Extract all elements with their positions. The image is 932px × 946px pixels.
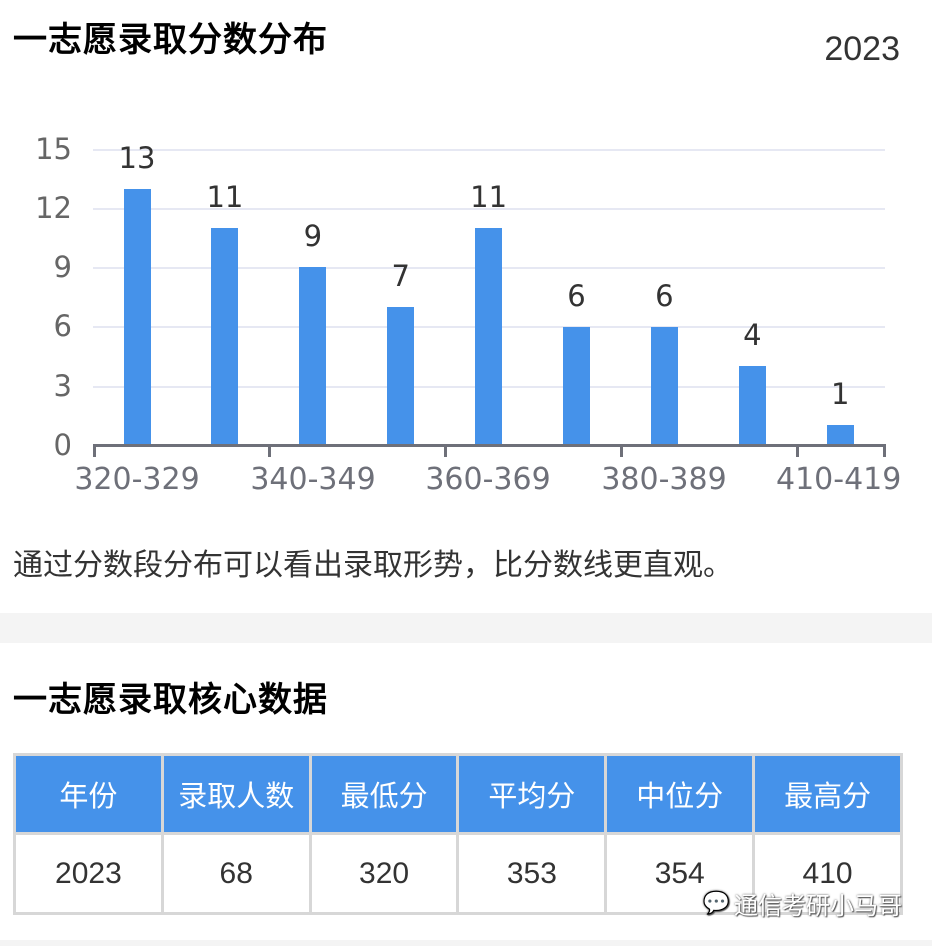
cell-min-score: 320 xyxy=(308,832,460,915)
x-axis-tick xyxy=(796,445,799,457)
bar-value-label: 7 xyxy=(391,258,410,293)
x-axis-tick xyxy=(93,445,96,457)
cell-avg-score: 353 xyxy=(456,832,608,915)
gridline xyxy=(93,208,885,210)
header-year: 年份 xyxy=(13,753,164,835)
y-tick-9: 9 xyxy=(53,250,72,284)
bar xyxy=(123,188,151,445)
bar-value-label: 6 xyxy=(655,278,674,313)
x-label: 320-329 xyxy=(74,462,200,497)
gridline xyxy=(93,149,885,151)
table-row: 2023 68 320 353 354 410 xyxy=(13,832,903,915)
core-data-title: 一志愿录取核心数据 xyxy=(13,680,328,720)
year-label: 2023 xyxy=(824,30,900,68)
header-min-score: 最低分 xyxy=(308,753,460,835)
cell-median-score: 354 xyxy=(604,832,756,915)
header-max-score: 最高分 xyxy=(752,753,903,835)
bar xyxy=(299,267,327,445)
x-label: 380-389 xyxy=(601,462,727,497)
x-label: 340-349 xyxy=(250,462,376,497)
bar xyxy=(826,425,854,445)
bar-value-label: 11 xyxy=(470,179,508,214)
chart-description: 通过分数段分布可以看出录取形势，比分数线更直观。 xyxy=(13,548,733,583)
cell-admitted-count: 68 xyxy=(160,832,312,915)
watermark: 💬 通信考研小马哥 xyxy=(703,886,902,921)
wechat-icon: 💬 xyxy=(702,891,730,916)
bar-value-label: 4 xyxy=(743,318,762,353)
bar xyxy=(211,227,239,445)
x-label: 360-369 xyxy=(425,462,551,497)
cell-year: 2023 xyxy=(13,832,164,915)
bar-value-label: 1 xyxy=(830,377,850,412)
header-admitted-count: 录取人数 xyxy=(160,753,312,835)
header-avg-score: 平均分 xyxy=(456,753,608,835)
y-tick-12: 12 xyxy=(35,191,72,225)
cell-max-score: 410 xyxy=(752,832,903,915)
bar-value-label: 11 xyxy=(206,179,244,214)
x-label: 410-419 xyxy=(776,462,902,497)
bar-value-label: 13 xyxy=(118,140,156,175)
section-divider xyxy=(0,613,932,643)
y-tick-15: 15 xyxy=(35,132,72,166)
y-tick-0: 0 xyxy=(53,428,72,462)
x-axis-tick xyxy=(620,445,623,457)
bar-value-label: 6 xyxy=(567,278,586,313)
header-median-score: 中位分 xyxy=(604,753,756,835)
bar xyxy=(563,326,590,445)
score-distribution-chart: 15 12 9 6 3 0 13 11 9 7 11 6 6 4 1 320-329 340-3… xyxy=(0,120,932,510)
bottom-divider xyxy=(0,940,932,946)
x-axis-tick xyxy=(444,445,447,457)
x-axis-tick xyxy=(268,445,271,457)
bar-value-label: 9 xyxy=(303,219,323,254)
core-data-table: 年份 录取人数 最低分 平均分 中位分 最高分 2023 68 320 353 … xyxy=(13,753,903,915)
bar xyxy=(738,366,766,445)
watermark-text: 通信考研小马哥 xyxy=(734,892,902,920)
bar xyxy=(387,306,415,445)
bar xyxy=(475,227,503,445)
y-tick-6: 6 xyxy=(53,309,72,343)
y-tick-3: 3 xyxy=(53,369,72,403)
x-axis-tick xyxy=(883,445,886,457)
table-header-row: 年份 录取人数 最低分 平均分 中位分 最高分 xyxy=(13,753,903,835)
x-axis-line xyxy=(93,444,886,447)
distribution-title: 一志愿录取分数分布 xyxy=(13,20,328,60)
bar xyxy=(650,326,678,445)
